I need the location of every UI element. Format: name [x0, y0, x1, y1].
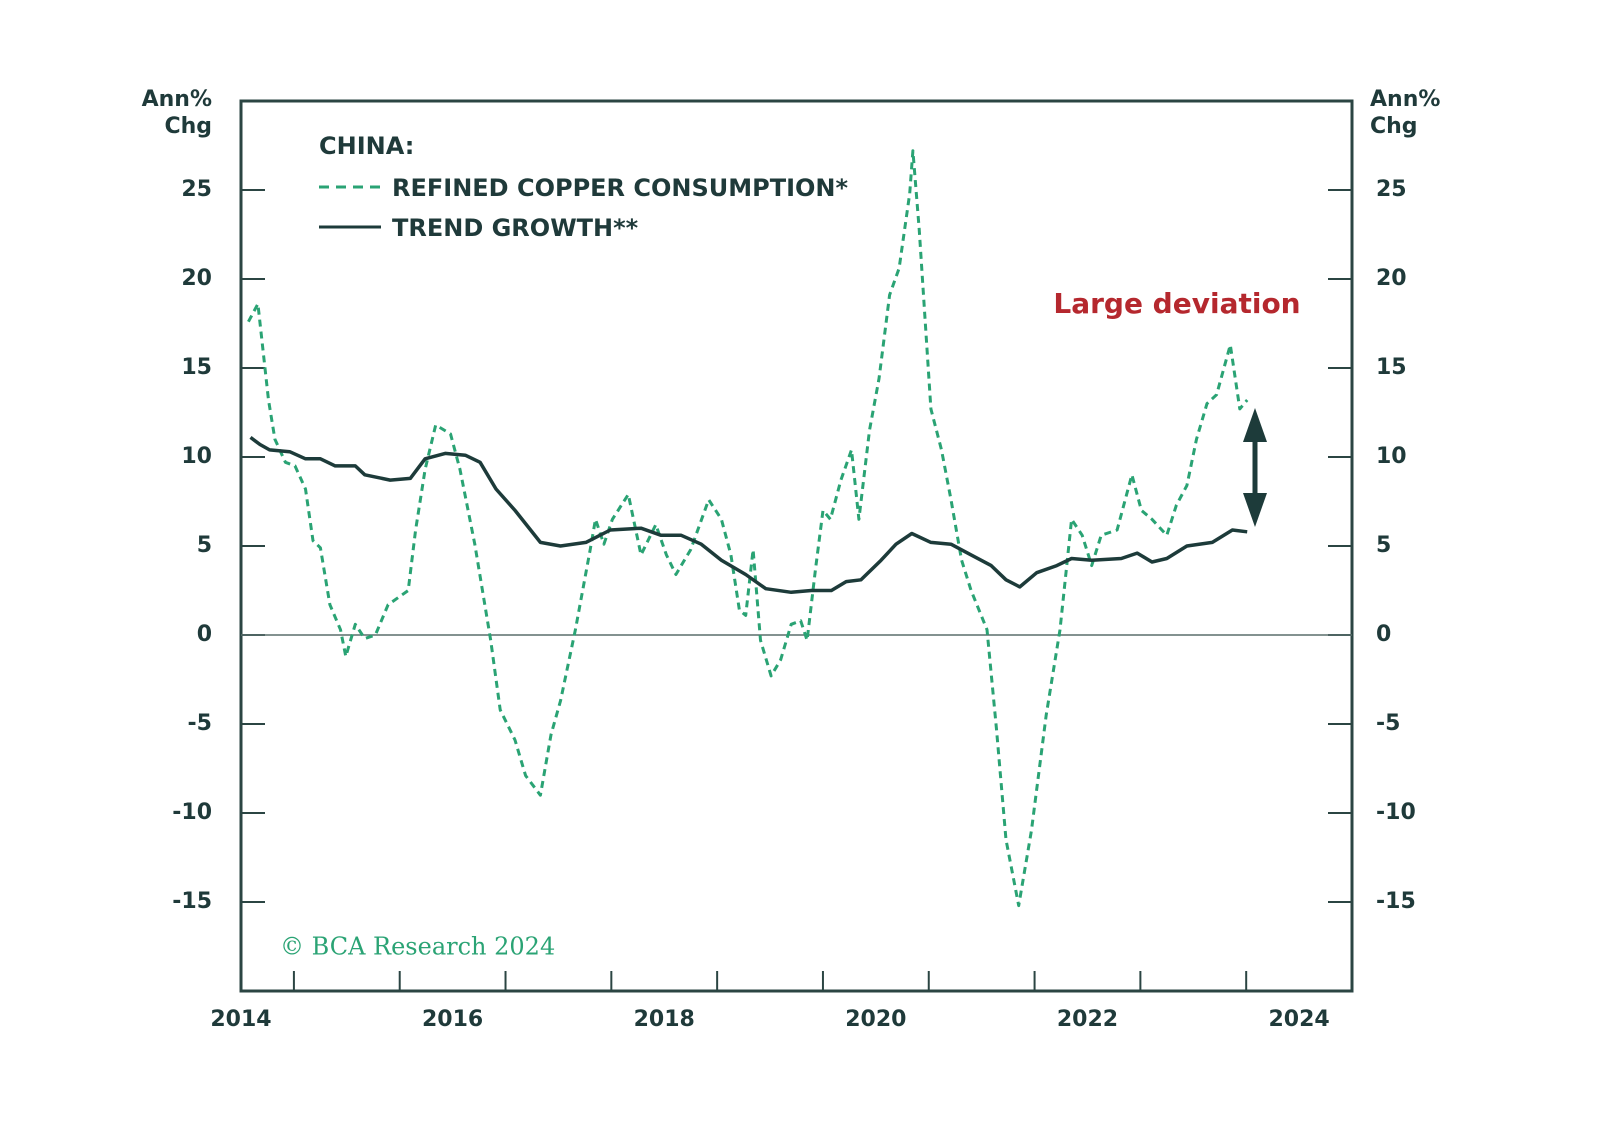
- y-tick-label: 0: [197, 622, 212, 647]
- y-axis-label: Ann%: [142, 87, 212, 112]
- data-line: [247, 149, 1249, 908]
- y2-axis-label: Ann%: [1370, 87, 1440, 112]
- x-tick-label: 2018: [634, 1007, 695, 1032]
- y-tick-label: -10: [172, 800, 212, 825]
- x-tick-label: 2024: [1268, 1007, 1329, 1032]
- y2-tick-label: -10: [1376, 800, 1416, 825]
- y2-tick-label: 20: [1376, 266, 1407, 291]
- arrow-head: [1243, 408, 1267, 442]
- y-tick-label: 25: [181, 177, 212, 202]
- x-tick-label: 2022: [1057, 1007, 1118, 1032]
- annotation: Large deviation: [1053, 287, 1300, 320]
- legend-title: CHINA:: [319, 132, 414, 160]
- y-tick-label: -15: [172, 889, 212, 914]
- legend-label: REFINED COPPER CONSUMPTION*: [392, 174, 849, 202]
- y2-tick-label: 15: [1376, 355, 1407, 380]
- deviation-arrow: [1243, 408, 1267, 527]
- x-tick-label: 2016: [422, 1007, 483, 1032]
- y-tick-label: 10: [181, 444, 212, 469]
- y2-tick-label: -15: [1376, 889, 1416, 914]
- y-tick-label: 5: [197, 533, 212, 558]
- legend-label: TREND GROWTH**: [392, 214, 639, 242]
- y2-tick-label: -5: [1376, 711, 1400, 736]
- y-axis-label: Chg: [164, 114, 212, 139]
- y2-tick-label: 0: [1376, 622, 1391, 647]
- source-note: © BCA Research 2024: [280, 933, 555, 961]
- y-tick-label: 20: [181, 266, 212, 291]
- data-line: [249, 435, 1248, 595]
- y2-tick-label: 5: [1376, 533, 1391, 558]
- y-tick-label: 15: [181, 355, 212, 380]
- y2-tick-label: 25: [1376, 177, 1407, 202]
- x-tick-label: 2014: [210, 1007, 271, 1032]
- y2-tick-label: 10: [1376, 444, 1407, 469]
- y-tick-label: -5: [188, 711, 212, 736]
- y2-axis-label: Chg: [1370, 114, 1418, 139]
- x-tick-label: 2020: [845, 1007, 906, 1032]
- arrow-head: [1243, 493, 1267, 527]
